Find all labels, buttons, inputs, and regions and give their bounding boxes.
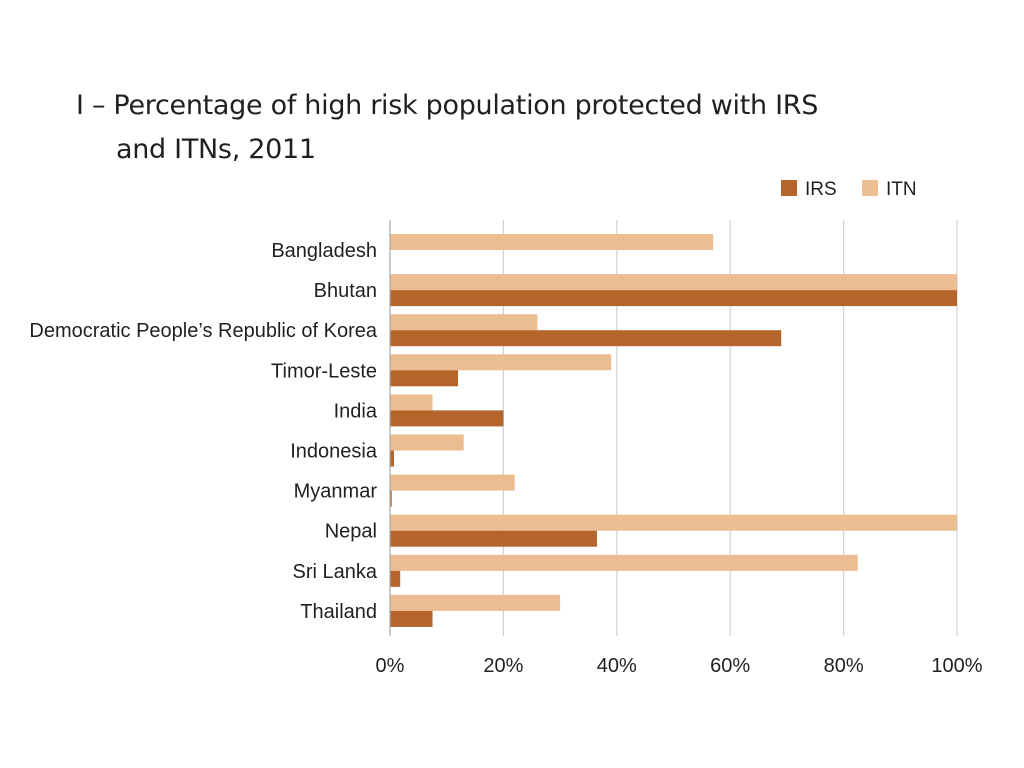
x-tick-label: 60%	[710, 655, 750, 677]
category-label-thailand: Thailand	[300, 601, 377, 623]
bar-irs-india	[390, 410, 504, 427]
bar-itn-nepal	[390, 514, 957, 531]
category-label-indonesia: Indonesia	[290, 441, 378, 463]
category-labels: Bangladesh Bhutan Democratic People’s Repu…	[29, 240, 377, 623]
legend: IRS ITN	[781, 179, 917, 200]
legend-item-itn: ITN	[862, 179, 917, 200]
x-tick-label: 0%	[376, 655, 405, 677]
bar-irs-myanmar	[390, 490, 392, 507]
category-label-sri-lanka: Sri Lanka	[293, 561, 378, 583]
legend-swatch-irs	[781, 180, 797, 196]
category-label-myanmar: Myanmar	[294, 481, 378, 503]
bar-irs-timor-leste	[390, 370, 459, 387]
x-tick-label: 20%	[483, 655, 523, 677]
legend-label-itn: ITN	[886, 179, 917, 200]
category-label-timor-leste: Timor-Leste	[271, 360, 377, 382]
bar-irs-nepal	[390, 530, 597, 547]
bar-itn-india	[390, 394, 433, 411]
legend-swatch-itn	[862, 180, 878, 196]
bar-irs-sri-lanka	[390, 570, 401, 587]
bar-itn-indonesia	[390, 434, 464, 451]
x-tick-label: 40%	[597, 655, 637, 677]
bar-itn-bangladesh	[390, 234, 714, 250]
chart-title: I – Percentage of high risk population p…	[76, 84, 818, 172]
legend-label-irs: IRS	[805, 179, 837, 200]
bar-itn-thailand	[390, 594, 561, 611]
category-label-bhutan: Bhutan	[314, 280, 377, 302]
bar-itn-myanmar	[390, 474, 515, 491]
bar-irs-democratic-peoples-republic-of-korea	[390, 330, 782, 347]
bar-itn-sri-lanka	[390, 554, 858, 571]
category-label-bangladesh: Bangladesh	[271, 240, 377, 262]
category-label-india: India	[334, 400, 378, 422]
category-label-nepal: Nepal	[325, 521, 377, 543]
chart-title-line-1: I – Percentage of high risk population p…	[76, 90, 819, 121]
bar-irs-thailand	[390, 610, 433, 627]
bar-itn-timor-leste	[390, 354, 612, 371]
x-tick-label: 100%	[931, 655, 982, 677]
chart-title-line-2: and ITNs, 2011	[116, 134, 316, 165]
legend-item-irs: IRS	[781, 179, 837, 200]
bar-irs-indonesia	[390, 450, 394, 467]
bar-itn-bhutan	[390, 274, 957, 291]
bar-itn-democratic-peoples-republic-of-korea	[390, 314, 538, 331]
x-tick-labels: 0% 20% 40% 60% 80% 100%	[376, 655, 983, 677]
bar-irs-bhutan	[390, 290, 957, 307]
category-label-democratic-peoples-republic-of-korea: Democratic People’s Republic of Korea	[29, 320, 377, 342]
bars	[390, 234, 957, 627]
x-tick-label: 80%	[824, 655, 864, 677]
